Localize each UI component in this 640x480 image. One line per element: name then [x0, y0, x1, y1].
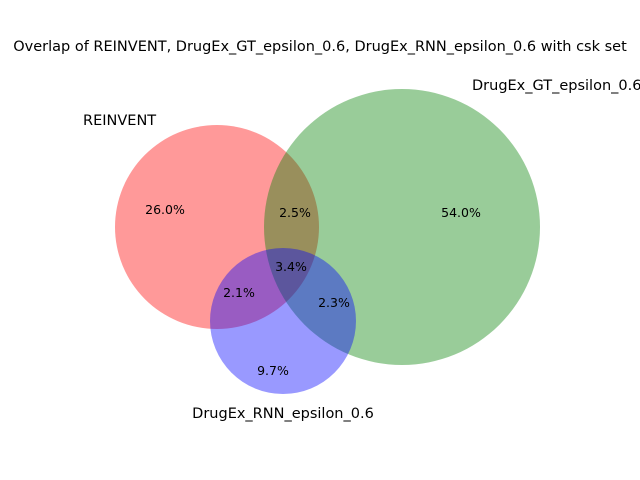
chart-title: Overlap of REINVENT, DrugEx_GT_epsilon_0…: [13, 39, 627, 55]
venn-circles: [115, 89, 540, 394]
circle-reinvent: [115, 125, 319, 329]
region-label-all-three: 3.4%: [275, 259, 307, 274]
circle-drugex-rnn: [210, 248, 356, 394]
region-label-rnn-only: 9.7%: [257, 363, 289, 378]
set-label-reinvent: REINVENT: [83, 113, 156, 129]
region-label-reinvent-only: 26.0%: [145, 202, 185, 217]
region-label-reinvent-rnn: 2.1%: [223, 285, 255, 300]
circle-drugex-gt: [264, 89, 540, 365]
region-label-reinvent-gt: 2.5%: [279, 205, 311, 220]
region-label-gt-only: 54.0%: [441, 205, 481, 220]
set-label-drugex-gt: DrugEx_GT_epsilon_0.6: [472, 78, 640, 94]
set-label-drugex-rnn: DrugEx_RNN_epsilon_0.6: [192, 406, 374, 422]
region-label-gt-rnn: 2.3%: [318, 295, 350, 310]
